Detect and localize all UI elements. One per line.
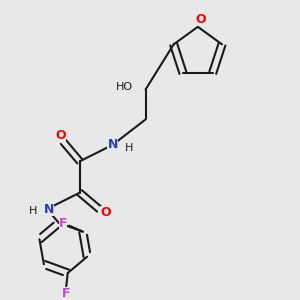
Text: N: N — [44, 202, 55, 216]
Text: H: H — [125, 143, 133, 153]
Text: H: H — [29, 206, 38, 216]
Text: HO: HO — [116, 82, 133, 92]
Text: N: N — [107, 138, 118, 152]
Text: O: O — [55, 129, 66, 142]
Text: F: F — [58, 218, 67, 230]
Text: O: O — [100, 206, 111, 219]
Text: O: O — [195, 13, 206, 26]
Text: F: F — [62, 286, 70, 299]
